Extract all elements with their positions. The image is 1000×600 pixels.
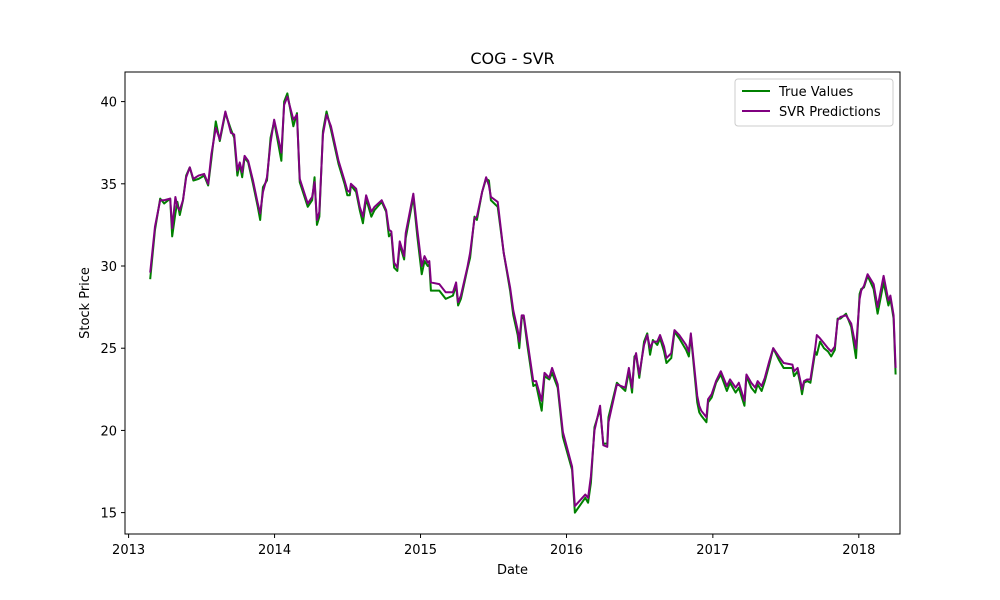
y-axis: 15 20 25 30 35 40 xyxy=(100,96,125,522)
y-tick-label: 35 xyxy=(100,178,117,193)
series-line-svr-predictions xyxy=(149,95,897,508)
y-tick-label: 25 xyxy=(100,342,117,357)
x-tick-label: 2015 xyxy=(404,543,437,558)
series-layer xyxy=(149,92,897,514)
x-tick-label: 2013 xyxy=(112,543,145,558)
y-tick-label: 40 xyxy=(100,96,117,111)
plot-frame xyxy=(124,71,901,535)
y-tick-label: 15 xyxy=(100,507,117,522)
legend-box xyxy=(734,78,894,127)
x-axis-label: Date xyxy=(497,563,528,578)
x-axis: 2013 2014 2015 2016 2017 2018 xyxy=(112,534,875,558)
chart-title: COG - SVR xyxy=(470,49,554,68)
x-tick-label: 2018 xyxy=(842,543,875,558)
x-tick-label: 2017 xyxy=(696,543,729,558)
legend: True Values SVR Predictions xyxy=(734,78,894,127)
y-axis-label: Stock Price xyxy=(78,267,93,339)
y-tick-label: 30 xyxy=(100,260,117,275)
y-tick-label: 20 xyxy=(100,424,117,439)
x-tick-label: 2016 xyxy=(550,543,583,558)
x-tick-label: 2014 xyxy=(258,543,291,558)
legend-label-true-values: True Values xyxy=(778,85,853,100)
legend-label-svr-predictions: SVR Predictions xyxy=(779,105,881,120)
